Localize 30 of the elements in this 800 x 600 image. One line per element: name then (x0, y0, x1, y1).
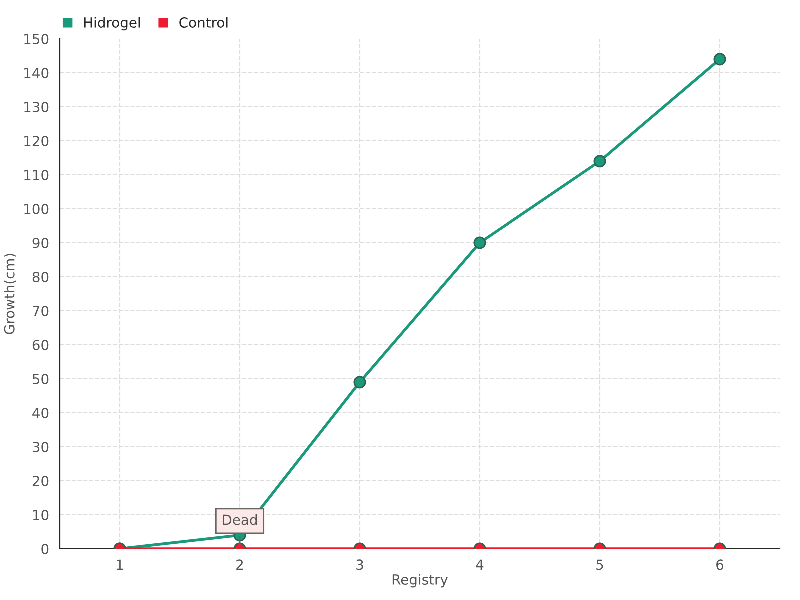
y-tick-label: 60 (32, 340, 49, 350)
y-tick-label: 40 (32, 408, 49, 418)
x-tick-label: 3 (356, 560, 364, 570)
y-tick-label: 20 (32, 476, 49, 486)
x-tick-label: 1 (117, 560, 124, 570)
y-tick-label: 110 (24, 170, 49, 180)
y-tick-label: 150 (24, 34, 49, 44)
legend-label: Hidrogel (84, 17, 140, 31)
y-tick-label: 30 (32, 442, 49, 452)
y-tick-label: 120 (24, 136, 49, 146)
point (714, 53, 726, 66)
point (474, 236, 486, 250)
y-tick-label: 100 (24, 204, 49, 214)
y-tick-label: 80 (32, 272, 49, 282)
x-tick-label: 6 (716, 560, 724, 570)
x-axis-title: Registry (392, 574, 448, 588)
x-tick-label: 4 (476, 560, 484, 570)
point (594, 155, 606, 168)
y-tick-label: 140 (24, 68, 49, 78)
y-tick-label: 0 (42, 544, 49, 554)
y-tick-label: 70 (33, 306, 49, 316)
y-tick-label: 90 (32, 238, 49, 248)
x-tick-label: 2 (236, 560, 244, 570)
y-tick-label: 130 (24, 102, 49, 112)
y-tick-label: 10 (33, 510, 49, 520)
y-tick-label: 50 (32, 374, 49, 384)
x-tick-label: 5 (596, 560, 604, 570)
annotation: Dead (223, 514, 258, 526)
y-axis-title: Growth(cm) (4, 254, 16, 334)
legend-label: Control (180, 17, 228, 28)
